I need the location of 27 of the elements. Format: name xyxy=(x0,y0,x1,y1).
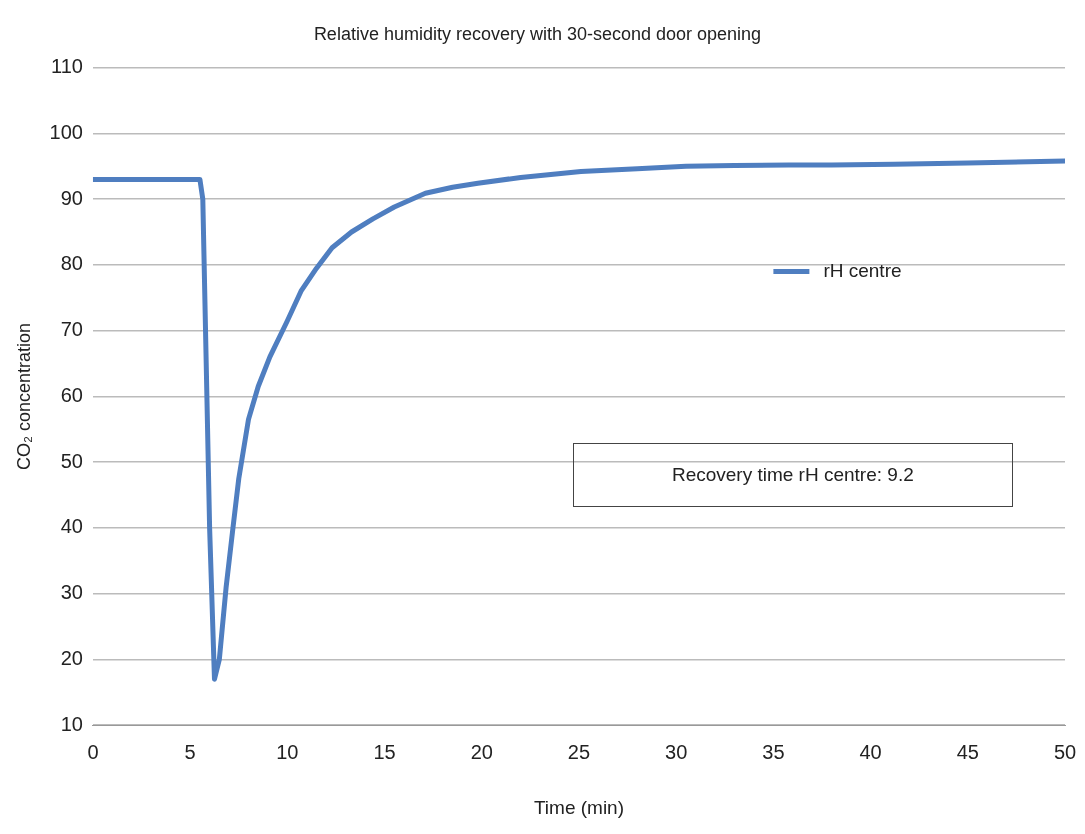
y-tick-label: 20 xyxy=(60,646,83,669)
y-tick-label: 60 xyxy=(60,383,83,406)
x-tick-label: 5 xyxy=(184,740,196,763)
y-tick-label: 10 xyxy=(60,712,83,735)
y-tick-label: 80 xyxy=(60,252,83,275)
y-axis-title: CO₂ concentration xyxy=(13,322,34,470)
chart-title: Relative humidity recovery with 30-second door opening xyxy=(313,23,762,44)
annotation: Recovery time rH centre: 9.2 xyxy=(572,443,1013,508)
x-tick-label: 40 xyxy=(859,740,882,763)
x-tick-label: 50 xyxy=(1053,740,1077,763)
x-tick-label: 35 xyxy=(762,740,785,763)
x-tick-label: 20 xyxy=(470,740,493,763)
y-tick-label: 40 xyxy=(60,515,83,538)
x-tick-label: 10 xyxy=(276,740,299,763)
y-tick-label: 50 xyxy=(60,449,83,472)
y-tick-label: 90 xyxy=(60,186,83,209)
x-tick-label: 30 xyxy=(665,740,688,763)
x-tick-label: 45 xyxy=(956,740,979,763)
y-tick-label: 110 xyxy=(51,55,83,78)
x-tick-label: 15 xyxy=(373,740,396,763)
legend-label: rH centre xyxy=(823,259,902,281)
y-tick-label: 100 xyxy=(49,120,83,143)
y-tick-label: 70 xyxy=(60,318,83,341)
y-tick-label: 30 xyxy=(60,581,83,604)
x-tick-label: 25 xyxy=(567,740,591,763)
x-axis-title: Time (min) xyxy=(533,796,625,818)
x-tick-label: 0 xyxy=(87,740,99,763)
